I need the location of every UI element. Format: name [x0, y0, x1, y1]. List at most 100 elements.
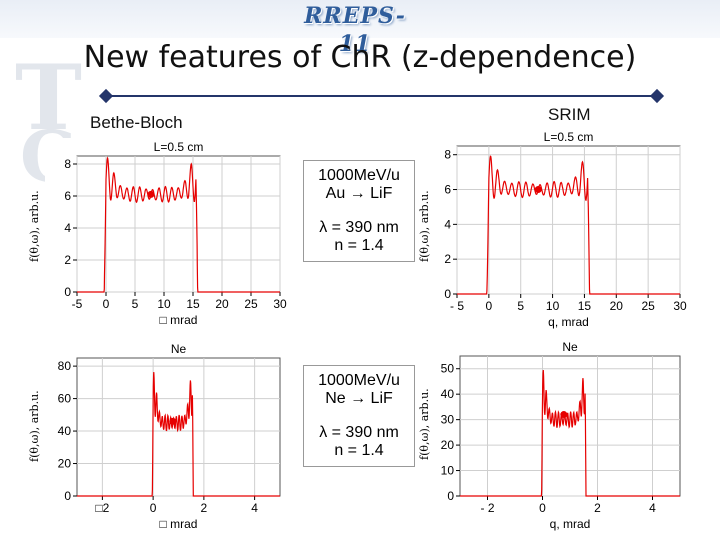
chart-panel-top-left: -5 0 5 10 15 20 25 30 0 2 4 6 8 L=0.5 cm □ mrad — [45, 138, 290, 328]
note-top-energy: 1000MeV/u — [318, 167, 400, 184]
center-marker — [560, 411, 568, 419]
x-tick-label: □2 — [95, 501, 109, 515]
y-tick-label: 60 — [58, 392, 72, 406]
distribution-curve — [460, 369, 680, 497]
y-tick-label: 50 — [441, 362, 455, 376]
chart-title: Ne — [171, 342, 187, 356]
distribution-curve — [77, 156, 280, 293]
y-tick-label: 4 — [64, 221, 71, 235]
y-tick-label: 2 — [444, 252, 451, 266]
note-bottom-spacer — [304, 408, 414, 424]
y-tick-label: 20 — [441, 438, 455, 452]
x-axis-label: □ mrad — [160, 313, 198, 327]
y-tick-label: 4 — [444, 217, 451, 231]
y-axis-label-top-left: f(θ,ω), arb.u. — [28, 190, 41, 262]
center-marker — [534, 186, 542, 194]
x-tick-label: 4 — [251, 501, 258, 515]
y-tick-label: 0 — [444, 287, 451, 301]
chart-panel-top-right: - 5 0 5 10 15 20 25 30 0 2 4 6 8 L=0.5 cm q, mrad — [425, 128, 690, 330]
x-tick-label: 15 — [578, 299, 592, 313]
y-tick-label: 10 — [441, 464, 455, 478]
note-bottom-energy: 1000MeV/u — [318, 372, 400, 389]
x-axis-label: q, mrad — [550, 517, 591, 531]
chart-title: L=0.5 cm — [544, 130, 594, 144]
y-axis-label-bottom-right: f(θ,ω), arb.u. — [418, 388, 431, 460]
y-tick-label: 2 — [64, 253, 71, 267]
note-bottom-wavelength: λ = 390 nm — [319, 424, 399, 441]
note-bottom-reaction: Ne → LiF — [325, 390, 393, 407]
note-top-wavelength: λ = 390 nm — [319, 219, 399, 236]
x-tick-label: - 5 — [450, 299, 464, 313]
x-tick-label: 30 — [673, 299, 687, 313]
center-marker — [169, 417, 177, 425]
y-tick-label: 8 — [64, 157, 71, 171]
x-tick-label: 0 — [486, 299, 493, 313]
x-tick-label: 25 — [641, 299, 655, 313]
srim-label: SRIM — [548, 105, 591, 124]
plot-frame — [76, 155, 281, 293]
center-marker — [147, 190, 155, 198]
note-top-index: n = 1.4 — [334, 237, 384, 254]
x-tick-label: 0 — [103, 297, 110, 311]
x-tick-label: 5 — [517, 299, 524, 313]
x-tick-label: 25 — [244, 297, 258, 311]
distribution-curve — [77, 372, 280, 497]
experiment-note-top: 1000MeV/u Au → LiF λ = 390 nm n = 1.4 — [303, 160, 415, 262]
y-tick-label: 80 — [58, 359, 72, 373]
y-axis-label-top-right: f(θ,ω), arb.u. — [418, 190, 431, 262]
title-divider — [105, 95, 657, 97]
x-tick-label: 2 — [594, 501, 601, 515]
x-tick-label: -5 — [72, 297, 83, 311]
conference-logo: RREPS-11 — [304, 3, 406, 57]
y-tick-label: 0 — [447, 489, 454, 503]
x-tick-label: - 2 — [480, 501, 494, 515]
y-tick-label: 6 — [444, 183, 451, 197]
x-tick-label: 5 — [132, 297, 139, 311]
y-tick-label: 20 — [58, 457, 72, 471]
chart-title: Ne — [562, 340, 578, 354]
x-tick-label: 20 — [610, 299, 624, 313]
y-tick-label: 0 — [64, 285, 71, 299]
x-tick-label: 20 — [215, 297, 229, 311]
chart-panel-bottom-left: □2 0 2 4 0 20 40 60 80 Ne □ mrad — [45, 340, 290, 532]
bethe-bloch-label: Bethe-Bloch — [90, 113, 183, 132]
chart-panel-bottom-right: - 2 0 2 4 0 10 20 30 40 50 Ne q, mrad — [428, 338, 690, 532]
distribution-curve — [457, 155, 680, 295]
y-axis-label-bottom-left: f(θ,ω), arb.u. — [28, 390, 41, 462]
x-tick-label: 15 — [186, 297, 200, 311]
y-tick-label: 40 — [441, 387, 455, 401]
watermark-glyph-1: T — [15, 45, 82, 151]
x-tick-label: 0 — [539, 501, 546, 515]
y-tick-label: 0 — [64, 489, 71, 503]
x-axis-label: □ mrad — [160, 517, 198, 531]
slide-title: New features of ChR (z-dependence) — [83, 40, 637, 75]
x-tick-label: 2 — [201, 501, 208, 515]
note-top-reaction: Au → LiF — [325, 185, 393, 202]
x-axis-label: q, mrad — [548, 315, 589, 329]
x-tick-label: 4 — [649, 501, 656, 515]
chart-title: L=0.5 cm — [154, 140, 204, 154]
header-band — [0, 0, 720, 38]
divider-endpoint-right — [649, 88, 665, 104]
y-tick-label: 40 — [58, 424, 72, 438]
x-tick-label: 0 — [150, 501, 157, 515]
y-tick-label: 6 — [64, 189, 71, 203]
note-bottom-index: n = 1.4 — [334, 442, 384, 459]
note-top-spacer — [304, 203, 414, 219]
y-tick-label: 8 — [444, 148, 451, 162]
experiment-note-bottom: 1000MeV/u Ne → LiF λ = 390 nm n = 1.4 — [303, 365, 415, 467]
divider-endpoint-left — [98, 88, 114, 104]
x-tick-label: 10 — [157, 297, 171, 311]
x-tick-label: 30 — [273, 297, 287, 311]
y-tick-label: 30 — [441, 413, 455, 427]
x-tick-label: 10 — [546, 299, 560, 313]
plot-frame — [456, 145, 681, 295]
